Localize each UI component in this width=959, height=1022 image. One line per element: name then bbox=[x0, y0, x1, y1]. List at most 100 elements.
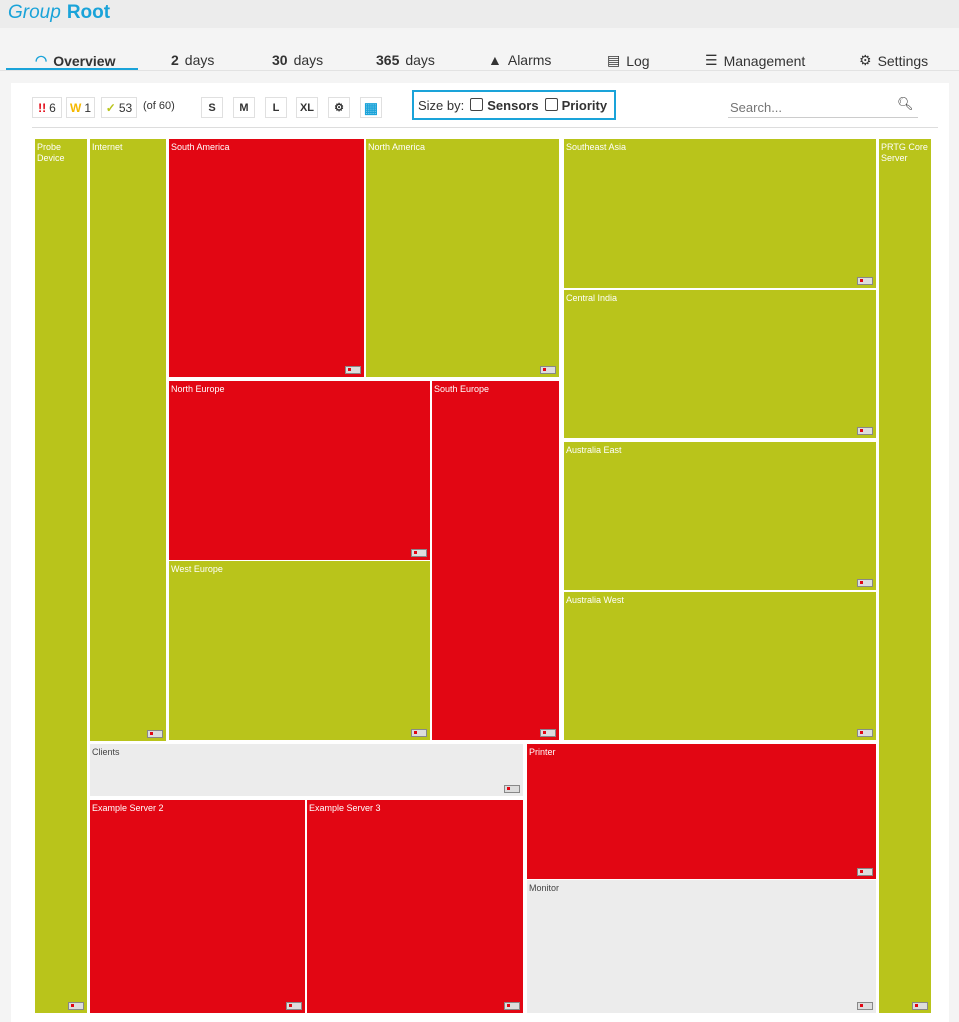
size-l-button[interactable]: L bbox=[265, 97, 287, 118]
sensor-status-icon bbox=[857, 277, 873, 285]
sensor-status-icon bbox=[857, 729, 873, 737]
tab-label: days bbox=[405, 52, 435, 68]
treemap-tile[interactable]: North America bbox=[366, 139, 559, 377]
tab-2-days[interactable]: 2 days bbox=[171, 52, 214, 68]
title-prefix: Group bbox=[8, 2, 61, 23]
tab-label: days bbox=[293, 52, 324, 68]
treemap-tile[interactable]: West Europe bbox=[169, 561, 430, 740]
sensors-checkbox[interactable]: Sensors bbox=[470, 97, 539, 113]
sensor-status-icon bbox=[857, 427, 873, 435]
tab-label: Overview bbox=[53, 52, 116, 69]
sensor-status-icon bbox=[68, 1002, 84, 1010]
treemap-tile[interactable]: Probe Device bbox=[35, 139, 87, 1013]
tab-settings[interactable]: ⚙ Settings bbox=[859, 52, 928, 69]
tab-label: Settings bbox=[877, 52, 929, 69]
sensor-status-icon bbox=[345, 366, 361, 374]
search-input[interactable] bbox=[728, 97, 918, 118]
tile-label: Australia West bbox=[566, 595, 624, 605]
size-by-group: Size by: Sensors Priority bbox=[412, 90, 616, 120]
down-icon: !! bbox=[38, 100, 47, 115]
tile-label: Southeast Asia bbox=[566, 142, 627, 152]
treemap-tile[interactable]: Southeast Asia bbox=[564, 139, 876, 288]
grid-icon: ▦ bbox=[363, 99, 379, 117]
checkbox-icon bbox=[544, 97, 558, 111]
treemap-tile[interactable]: South America bbox=[169, 139, 364, 377]
tile-label: Central India bbox=[566, 293, 618, 303]
treemap-tile[interactable]: North Europe bbox=[169, 381, 430, 560]
treemap-view-button[interactable]: ▦ bbox=[360, 97, 382, 118]
tile-label: Monitor bbox=[529, 883, 560, 893]
tab-management[interactable]: ☰ Management bbox=[705, 52, 805, 69]
treemap-tile[interactable]: South Europe bbox=[432, 381, 559, 740]
tile-label: Australia East bbox=[566, 445, 622, 455]
tab-30-days[interactable]: 30 days bbox=[272, 52, 323, 68]
sensor-status-icon bbox=[411, 729, 427, 737]
sensor-status-icon bbox=[857, 1002, 873, 1010]
treemap-tile[interactable]: Australia West bbox=[564, 592, 876, 740]
size-xl-button[interactable]: XL bbox=[296, 97, 318, 118]
tile-label: Printer bbox=[529, 747, 556, 757]
priority-label: Priority bbox=[561, 97, 608, 113]
treemap-tile[interactable]: Example Server 3 bbox=[307, 800, 523, 1013]
warning-icon: ▲ bbox=[488, 52, 502, 68]
priority-checkbox[interactable]: Priority bbox=[544, 97, 608, 113]
treemap-tile[interactable]: PRTG Core Server bbox=[879, 139, 931, 1013]
warning-count: 1 bbox=[84, 100, 91, 115]
warning-status-icon: W bbox=[69, 100, 82, 115]
sensor-status-icon bbox=[540, 366, 556, 374]
tab-label: days bbox=[184, 52, 215, 68]
tab-num: 2 bbox=[171, 52, 179, 68]
gear-icon: ⚙ bbox=[334, 102, 344, 114]
treemap-tile[interactable]: Clients bbox=[90, 744, 523, 796]
tile-label: South America bbox=[171, 142, 230, 152]
sensor-status-icon bbox=[857, 579, 873, 587]
size-m-button[interactable]: M bbox=[233, 97, 255, 118]
down-count: 6 bbox=[49, 100, 56, 115]
tile-label: North Europe bbox=[171, 384, 225, 394]
up-count: 53 bbox=[118, 100, 133, 115]
check-icon: ✓ bbox=[105, 100, 116, 115]
tab-label: Management bbox=[723, 52, 806, 69]
tab-alarms[interactable]: ▲ Alarms bbox=[488, 52, 551, 68]
sliders-icon: ☰ bbox=[705, 52, 718, 68]
header-bar: Group Root bbox=[0, 0, 959, 28]
treemap-tile[interactable]: Printer bbox=[527, 744, 876, 879]
tile-label: PRTG Core Server bbox=[881, 142, 928, 163]
active-tab-indicator bbox=[6, 68, 138, 70]
tile-label: Example Server 3 bbox=[309, 803, 381, 813]
settings-gear-button[interactable]: ⚙ bbox=[328, 97, 350, 118]
sensor-status-icon bbox=[147, 730, 163, 738]
tab-365-days[interactable]: 365 days bbox=[376, 52, 435, 68]
treemap-tile[interactable]: Internet bbox=[90, 139, 166, 741]
tab-log[interactable]: ▤ Log bbox=[607, 52, 650, 69]
tab-overview[interactable]: ◠ Overview bbox=[35, 52, 115, 69]
sensors-label: Sensors bbox=[487, 97, 539, 113]
toolbar-divider bbox=[32, 127, 938, 128]
sensor-status-icon bbox=[504, 785, 520, 793]
sensor-status-icon bbox=[286, 1002, 302, 1010]
filter-up[interactable]: ✓ 53 bbox=[101, 97, 137, 118]
tile-label: Clients bbox=[92, 747, 120, 757]
filter-down[interactable]: !! 6 bbox=[32, 97, 62, 118]
title-name: Root bbox=[66, 2, 111, 23]
tab-label: Alarms bbox=[507, 52, 552, 68]
sensor-status-icon bbox=[540, 729, 556, 737]
tile-label: Internet bbox=[92, 142, 123, 152]
sensor-status-icon bbox=[857, 868, 873, 876]
page-title: Group Root bbox=[8, 2, 110, 24]
treemap-tile[interactable]: Monitor bbox=[527, 880, 876, 1013]
tab-label: Log bbox=[626, 52, 650, 69]
checkbox-icon bbox=[470, 97, 484, 111]
treemap-tile[interactable]: Australia East bbox=[564, 442, 876, 590]
sensor-status-icon bbox=[504, 1002, 520, 1010]
search-icon[interactable]: 🔍︎ bbox=[897, 96, 914, 111]
tab-num: 30 bbox=[272, 52, 288, 68]
treemap-tile[interactable]: Example Server 2 bbox=[90, 800, 305, 1013]
tile-label: Probe Device bbox=[37, 142, 65, 163]
tile-label: North America bbox=[368, 142, 426, 152]
tile-label: South Europe bbox=[434, 384, 490, 394]
size-s-button[interactable]: S bbox=[201, 97, 223, 118]
size-by-label: Size by: bbox=[418, 97, 465, 113]
treemap-tile[interactable]: Central India bbox=[564, 290, 876, 438]
